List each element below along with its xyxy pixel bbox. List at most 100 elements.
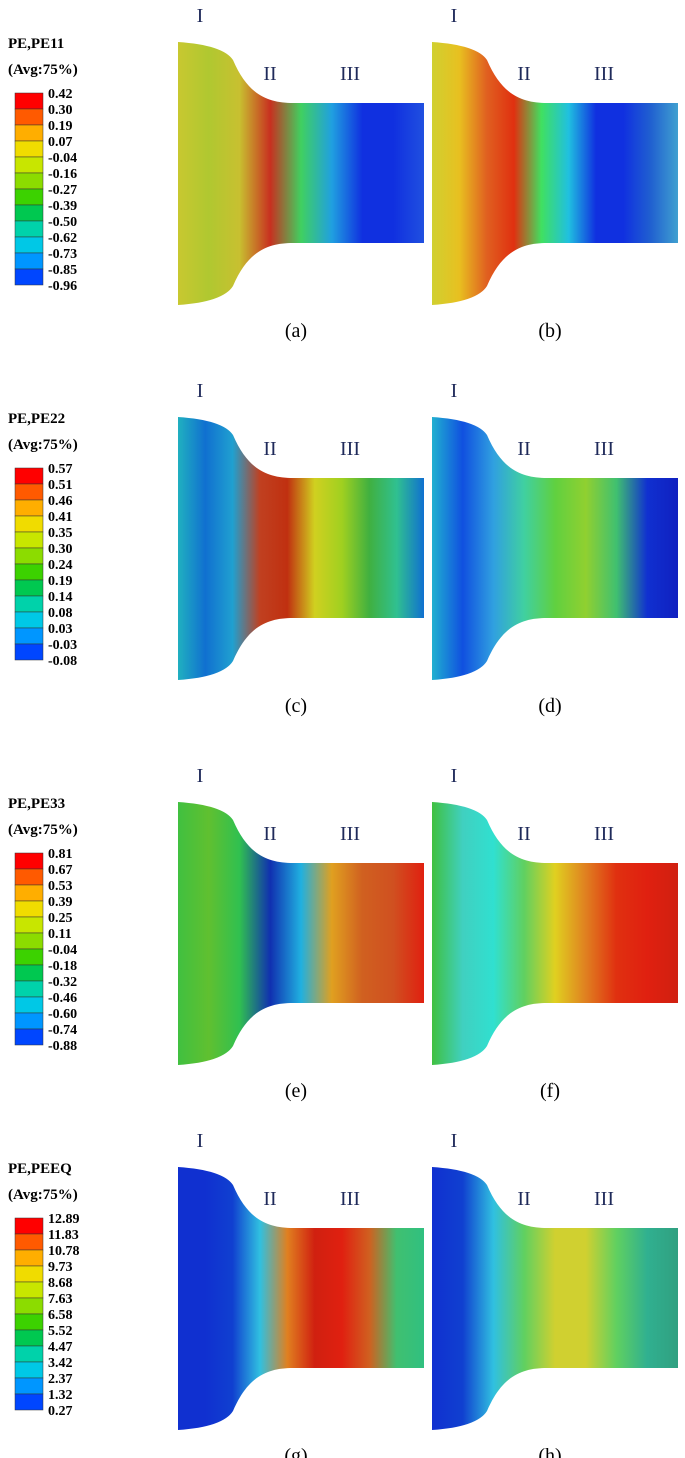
legend-swatch	[14, 92, 44, 110]
region-label: II	[263, 63, 276, 85]
legend-label: 0.14	[48, 590, 73, 605]
legend-swatch	[14, 108, 44, 126]
legend-swatch	[14, 1393, 44, 1411]
region-label: III	[340, 1188, 360, 1210]
region-label: III	[340, 438, 360, 460]
legend-label: 0.11	[48, 927, 72, 942]
region-label: I	[451, 5, 458, 27]
region-label: III	[340, 823, 360, 845]
legend-label: -0.18	[48, 959, 77, 974]
legend-label: 12.89	[48, 1212, 80, 1227]
legend-label: -0.96	[48, 279, 77, 294]
legend-swatch	[14, 252, 44, 270]
legend-swatch	[14, 515, 44, 533]
legend-swatch	[14, 1281, 44, 1299]
legend-swatch	[14, 1265, 44, 1283]
legend-swatch	[14, 916, 44, 934]
legend-swatch	[14, 172, 44, 190]
legend-label: 11.83	[48, 1228, 79, 1243]
specimen	[432, 802, 678, 1065]
legend-label: 0.30	[48, 103, 73, 118]
legend-subtitle: (Avg:75%)	[8, 437, 78, 453]
legend-swatch	[14, 627, 44, 645]
region-label: I	[197, 1130, 204, 1152]
legend-swatch	[14, 156, 44, 174]
legend-label: -0.50	[48, 215, 77, 230]
caption: (h)	[538, 1445, 561, 1458]
legend-swatch	[14, 611, 44, 629]
caption: (d)	[538, 695, 561, 717]
region-label: II	[517, 63, 530, 85]
region-label: III	[594, 438, 614, 460]
legend-label: -0.88	[48, 1039, 77, 1054]
legend-label: 0.41	[48, 510, 73, 525]
legend-swatch	[14, 204, 44, 222]
legend-swatch	[14, 483, 44, 501]
legend-label: -0.32	[48, 975, 77, 990]
legend-label: 0.19	[48, 119, 73, 134]
region-label: I	[197, 5, 204, 27]
legend-swatch	[14, 868, 44, 886]
legend-swatch	[14, 467, 44, 485]
legend-label: -0.46	[48, 991, 77, 1006]
region-label: II	[517, 1188, 530, 1210]
legend-swatch	[14, 1361, 44, 1379]
region-label: III	[594, 823, 614, 845]
legend-label: 0.39	[48, 895, 73, 910]
region-label: I	[451, 1130, 458, 1152]
legend-label: 9.73	[48, 1260, 73, 1275]
legend-label: 10.78	[48, 1244, 80, 1259]
legend-label: 0.35	[48, 526, 73, 541]
legend-label: 8.68	[48, 1276, 73, 1291]
legend-swatch	[14, 643, 44, 661]
legend-swatch	[14, 1012, 44, 1030]
region-label: II	[517, 823, 530, 845]
legend-title: PE,PE22	[8, 411, 65, 427]
legend-label: -0.16	[48, 167, 77, 182]
legend-subtitle: (Avg:75%)	[8, 62, 78, 78]
legend-swatch	[14, 1217, 44, 1235]
legend-swatch	[14, 531, 44, 549]
legend-label: -0.27	[48, 183, 77, 198]
legend-swatch	[14, 1345, 44, 1363]
legend-label: 0.81	[48, 847, 73, 862]
region-label: I	[197, 380, 204, 402]
legend-label: 5.52	[48, 1324, 73, 1339]
legend-title: PE,PE33	[8, 796, 65, 812]
legend-swatch	[14, 948, 44, 966]
legend-swatch	[14, 563, 44, 581]
legend-label: -0.39	[48, 199, 77, 214]
legend-swatch	[14, 900, 44, 918]
legend-label: 0.42	[48, 87, 73, 102]
specimen	[432, 42, 678, 305]
caption: (e)	[285, 1080, 307, 1102]
region-label: I	[451, 380, 458, 402]
legend-label: -0.62	[48, 231, 77, 246]
legend-label: -0.73	[48, 247, 77, 262]
legend-swatch	[14, 579, 44, 597]
caption: (g)	[284, 1445, 307, 1458]
legend-label: 0.67	[48, 863, 73, 878]
legend-label: 0.27	[48, 1404, 73, 1419]
legend-swatch	[14, 964, 44, 982]
legend-subtitle: (Avg:75%)	[8, 822, 78, 838]
legend-label: -0.03	[48, 638, 77, 653]
legend-swatch	[14, 932, 44, 950]
legend-label: 7.63	[48, 1292, 73, 1307]
legend-swatch	[14, 547, 44, 565]
legend-label: 0.30	[48, 542, 73, 557]
legend-label: 0.53	[48, 879, 73, 894]
legend-label: 0.24	[48, 558, 73, 573]
legend-title: PE,PE11	[8, 36, 64, 52]
legend-swatch	[14, 1028, 44, 1046]
legend-swatch	[14, 852, 44, 870]
specimen	[178, 417, 424, 680]
legend-label: -0.04	[48, 151, 77, 166]
legend-subtitle: (Avg:75%)	[8, 1187, 78, 1203]
region-label: III	[594, 1188, 614, 1210]
legend-label: 2.37	[48, 1372, 73, 1387]
legend-swatch	[14, 236, 44, 254]
specimen	[432, 1167, 678, 1430]
specimen	[178, 1167, 424, 1430]
legend-label: 6.58	[48, 1308, 73, 1323]
